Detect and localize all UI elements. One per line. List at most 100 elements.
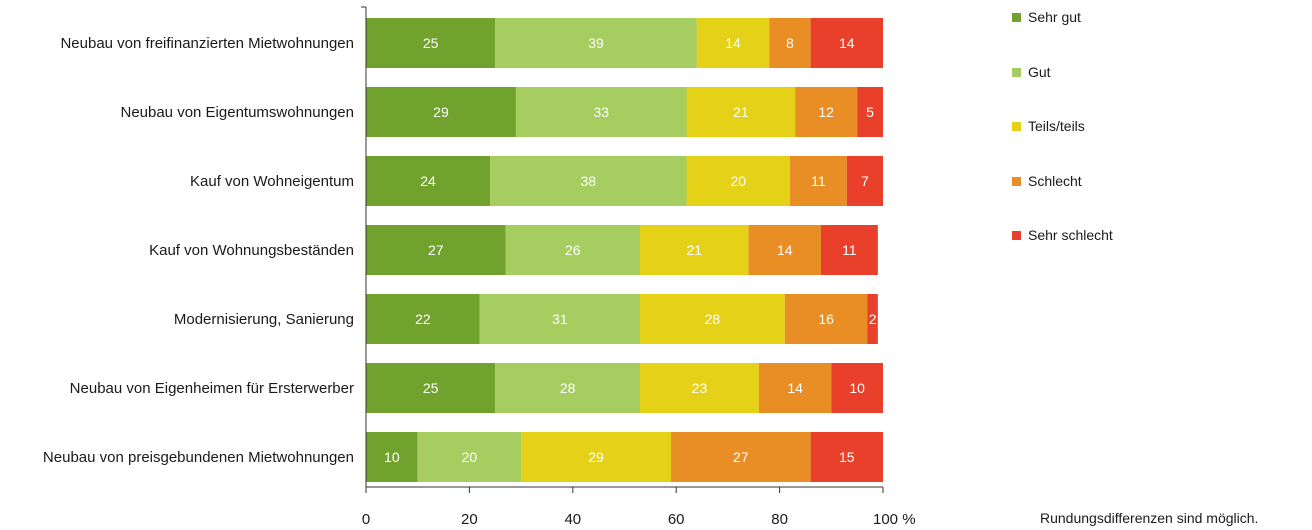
legend-item-teils-teils: Teils/teils (1012, 118, 1085, 134)
x-tick-label: 100 % (873, 511, 916, 528)
bar-gut-1 (495, 18, 697, 68)
data-label: 33 (593, 104, 609, 120)
bar-sehr-schlecht-5 (867, 294, 878, 344)
data-label: 21 (733, 104, 749, 120)
bar-teils-teils-6 (640, 363, 759, 413)
legend-swatch (1012, 176, 1021, 186)
category-label: Neubau von Eigenheimen für Ersterwerber (70, 380, 354, 397)
axes: 0 20 40 60 80 100 % (361, 6, 916, 528)
bar-gut-7 (417, 432, 522, 482)
bar-sehr-schlecht-7 (810, 432, 883, 482)
legend-label: Sehr gut (1028, 9, 1081, 25)
category-label: Modernisierung, Sanierung (174, 311, 354, 328)
bar-schlecht-5 (784, 294, 868, 344)
legend-item-gut: Gut (1012, 64, 1051, 80)
bar-teils-teils-3 (686, 156, 790, 206)
data-label: 16 (818, 311, 834, 327)
category-labels: Neubau von freifinanzierten Mietwohnunge… (43, 35, 354, 466)
data-label: 29 (433, 104, 449, 120)
data-label: 39 (588, 35, 604, 51)
bar-sehr-schlecht-3 (846, 156, 883, 206)
bar-sehr-schlecht-2 (857, 87, 883, 137)
data-label: 12 (818, 104, 834, 120)
bar-sehr-gut-2 (366, 87, 516, 137)
legend-label: Gut (1028, 64, 1051, 80)
bar-gut-5 (479, 294, 641, 344)
bar-schlecht-7 (671, 432, 811, 482)
data-label: 31 (552, 311, 568, 327)
data-label: 22 (415, 311, 431, 327)
bar-schlecht-3 (789, 156, 847, 206)
x-tick-label: 20 (461, 511, 478, 528)
bar-schlecht-1 (769, 18, 811, 68)
category-label: Neubau von preisgebundenen Mietwohnungen (43, 449, 354, 466)
data-label: 28 (560, 380, 576, 396)
data-label: 27 (733, 449, 749, 465)
data-label: 26 (565, 242, 581, 258)
category-label: Neubau von freifinanzierten Mietwohnunge… (60, 35, 354, 52)
bar-gut-2 (515, 87, 687, 137)
legend-label: Sehr schlecht (1028, 227, 1113, 243)
data-label: 11 (842, 242, 857, 258)
legend-swatch (1012, 12, 1021, 22)
data-label: 29 (588, 449, 604, 465)
data-label: 5 (866, 104, 874, 120)
data-label: 24 (420, 173, 436, 189)
legend-item-sehr-gut: Sehr gut (1012, 9, 1081, 25)
bar-teils-teils-1 (696, 18, 770, 68)
x-tick-label: 80 (771, 511, 788, 528)
bar-teils-teils-2 (686, 87, 796, 137)
data-label: 21 (687, 242, 703, 258)
category-label: Kauf von Wohnungsbeständen (149, 242, 354, 259)
legend-item-schlecht: Schlecht (1012, 173, 1082, 189)
data-label: 25 (423, 35, 439, 51)
data-label: 7 (861, 173, 869, 189)
data-label: 28 (705, 311, 721, 327)
data-label: 20 (730, 173, 746, 189)
bar-schlecht-4 (748, 225, 821, 275)
data-label: 38 (581, 173, 597, 189)
category-label: Neubau von Eigentumswohnungen (120, 104, 354, 121)
data-label: 23 (692, 380, 708, 396)
legend-swatch (1012, 121, 1021, 131)
data-label: 15 (839, 449, 855, 465)
bar-sehr-gut-4 (366, 225, 506, 275)
data-label: 14 (839, 35, 855, 51)
bar-sehr-schlecht-1 (810, 18, 883, 68)
bar-sehr-gut-1 (366, 18, 496, 68)
x-tick-label: 60 (668, 511, 685, 528)
legend-item-sehr-schlecht: Sehr schlecht (1012, 227, 1113, 243)
x-tick-label: 0 (362, 511, 370, 528)
bar-sehr-gut-6 (366, 363, 496, 413)
data-label: 10 (384, 449, 400, 465)
data-label: 14 (777, 242, 793, 258)
bar-schlecht-2 (795, 87, 858, 137)
data-label: 14 (725, 35, 741, 51)
data-label: 20 (462, 449, 478, 465)
x-tick-label: 40 (564, 511, 581, 528)
bar-sehr-gut-7 (366, 432, 418, 482)
bar-teils-teils-4 (640, 225, 749, 275)
legend-label: Schlecht (1028, 173, 1082, 189)
rounding-note: Rundungsdifferenzen sind möglich. (1040, 510, 1259, 526)
data-label: 11 (811, 173, 826, 189)
data-label: 25 (423, 380, 439, 396)
bar-teils-teils-5 (640, 294, 785, 344)
data-label: 27 (428, 242, 444, 258)
bar-teils-teils-7 (521, 432, 672, 482)
bar-gut-4 (505, 225, 641, 275)
category-label: Kauf von Wohneigentum (190, 173, 354, 190)
bar-sehr-schlecht-4 (820, 225, 878, 275)
data-label: 2 (869, 311, 877, 327)
bar-sehr-gut-3 (366, 156, 491, 206)
bar-gut-3 (490, 156, 687, 206)
bar-gut-6 (495, 363, 641, 413)
data-label: 14 (787, 380, 803, 396)
data-label: 10 (849, 380, 865, 396)
bar-sehr-gut-5 (366, 294, 480, 344)
legend-swatch (1012, 230, 1021, 240)
bar-schlecht-6 (758, 363, 832, 413)
bar-sehr-schlecht-6 (831, 363, 883, 413)
